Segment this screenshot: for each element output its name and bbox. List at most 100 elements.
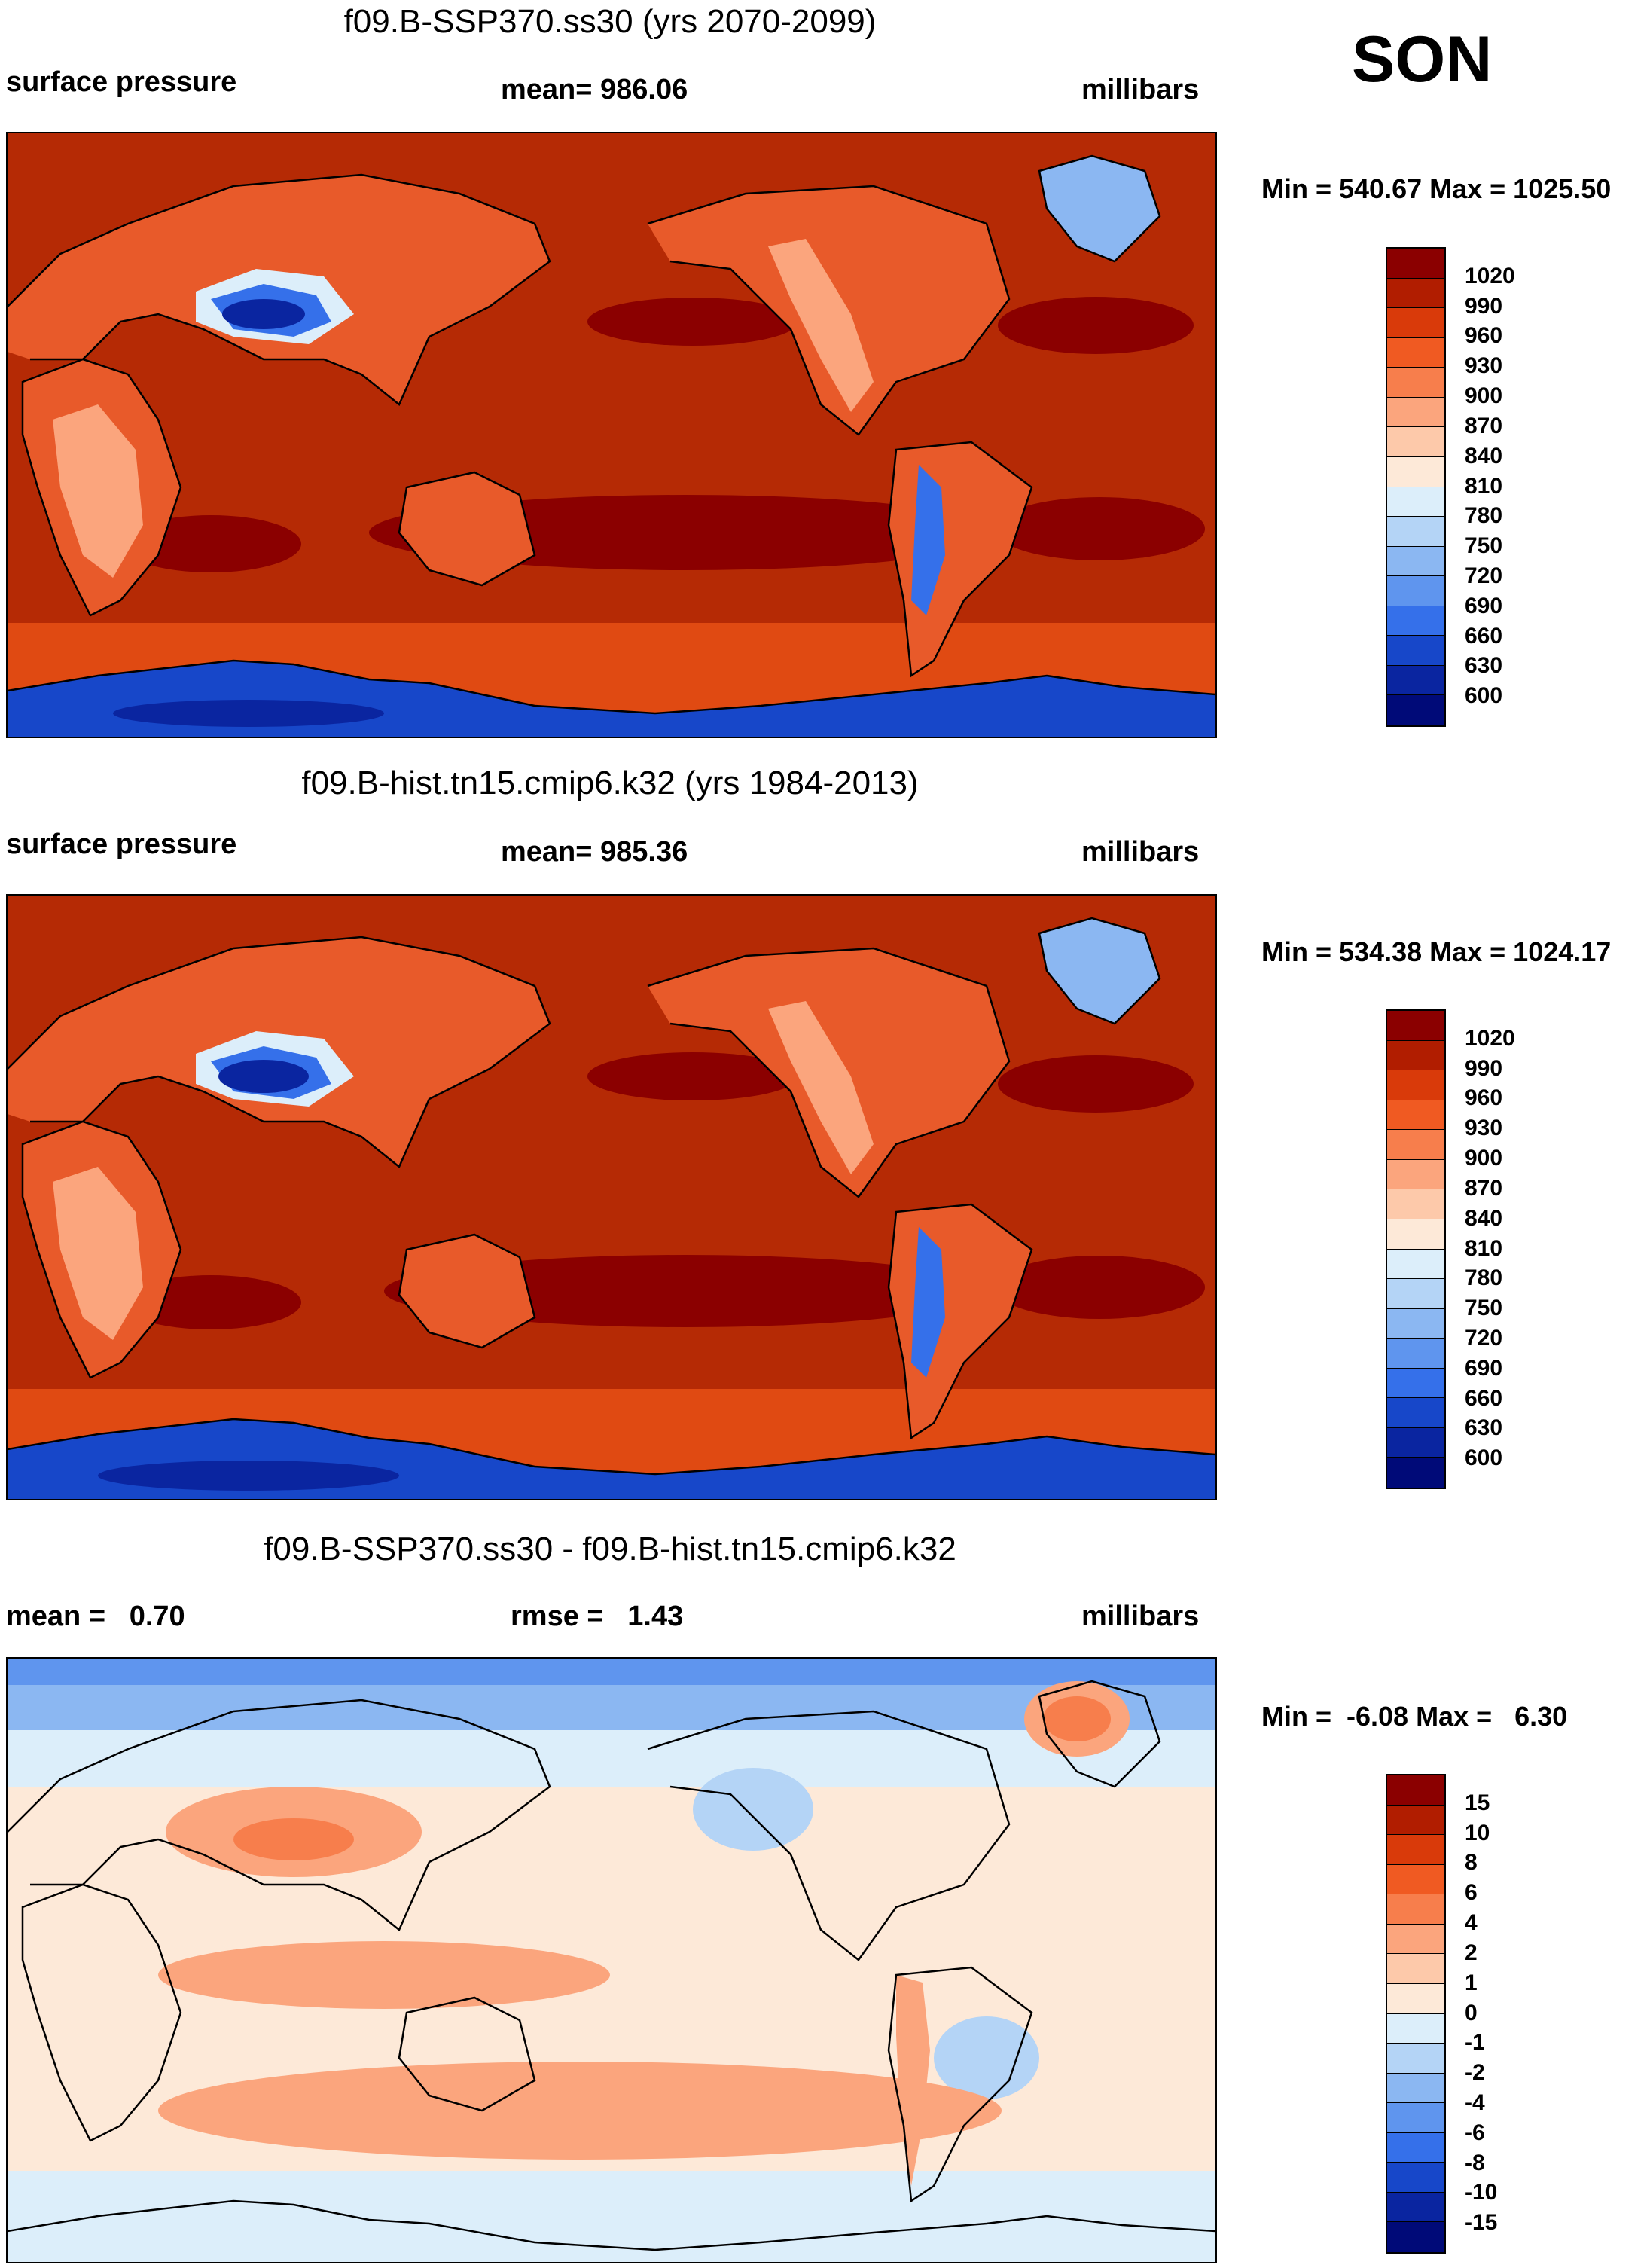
colorbar-box bbox=[1387, 546, 1444, 577]
colorbar-tick-label: 4 bbox=[1465, 1910, 1478, 1936]
colorbar-tick-label: -6 bbox=[1465, 2120, 1485, 2145]
colorbar-box bbox=[1387, 1864, 1444, 1895]
colorbar-box bbox=[1387, 2163, 1444, 2193]
colorbar-box bbox=[1387, 1040, 1444, 1071]
panel3-map-svg bbox=[8, 1659, 1215, 2262]
colorbar-tick-label: 6 bbox=[1465, 1880, 1478, 1906]
panel3-colorbar-ticks: 15 10 8 6 4 2 1 0 -1 -2 -4 -6 -8 -10 -15 bbox=[1465, 1774, 1555, 2254]
colorbar-box bbox=[1387, 2192, 1444, 2223]
panel1-title: f09.B-SSP370.ss30 (yrs 2070-2099) bbox=[343, 3, 877, 40]
colorbar-box bbox=[1387, 1130, 1444, 1160]
colorbar-tick-label: 960 bbox=[1465, 1085, 1503, 1111]
colorbar-box bbox=[1387, 1100, 1444, 1131]
australia-land bbox=[399, 1235, 535, 1348]
colorbar-box bbox=[1387, 308, 1444, 338]
antarctic-plateau-core bbox=[113, 700, 384, 727]
coastlines bbox=[8, 1680, 1215, 2251]
colorbar-tick-label: 600 bbox=[1465, 683, 1503, 709]
colorbar-tick-label: 990 bbox=[1465, 1055, 1503, 1081]
colorbar-tick-label: 0 bbox=[1465, 2000, 1478, 2025]
colorbar-tick-label: 720 bbox=[1465, 563, 1503, 588]
panel2-colorbar-ticks: 1020 990 960 930 900 870 840 810 780 750 720 690 660… bbox=[1465, 1009, 1555, 1489]
panel3-colorbar bbox=[1386, 1774, 1446, 2254]
diff-arctic-negative-core bbox=[8, 1659, 1215, 1685]
andes-plateau bbox=[911, 1227, 945, 1378]
north-atlantic-high bbox=[998, 297, 1194, 354]
greenland-ice bbox=[1039, 156, 1160, 261]
colorbar-tick-label: 720 bbox=[1465, 1325, 1503, 1351]
africa-highland bbox=[53, 404, 143, 578]
colorbar-box bbox=[1387, 1308, 1444, 1339]
colorbar-tick-label: 840 bbox=[1465, 443, 1503, 469]
panel2-field-label: surface pressure bbox=[6, 829, 237, 860]
colorbar-box bbox=[1387, 1219, 1444, 1250]
panel2-mean-label: mean= 985.36 bbox=[501, 836, 688, 868]
colorbar-tick-label: 2 bbox=[1465, 1940, 1478, 1965]
colorbar-tick-label: 600 bbox=[1465, 1445, 1503, 1471]
colorbar-box bbox=[1387, 249, 1444, 279]
colorbar-tick-label: 630 bbox=[1465, 653, 1503, 679]
colorbar-tick-label: 930 bbox=[1465, 1116, 1503, 1141]
colorbar-tick-label: 10 bbox=[1465, 1820, 1490, 1845]
colorbar-box bbox=[1387, 1279, 1444, 1309]
colorbar-box bbox=[1387, 1189, 1444, 1219]
north-pacific-high bbox=[587, 1052, 798, 1100]
panel2-map-svg bbox=[8, 896, 1215, 1499]
panel1-map-svg bbox=[8, 133, 1215, 737]
colorbar-box bbox=[1387, 1954, 1444, 1984]
colorbar-tick-label: 690 bbox=[1465, 1355, 1503, 1381]
panel1-colorbar bbox=[1386, 247, 1446, 727]
colorbar-box bbox=[1387, 1368, 1444, 1399]
colorbar-tick-label: -10 bbox=[1465, 2180, 1498, 2205]
colorbar-box bbox=[1387, 1775, 1444, 1806]
colorbar-tick-label: 900 bbox=[1465, 1146, 1503, 1171]
diff-tropical-positive bbox=[158, 1941, 610, 2009]
colorbar-tick-label: -15 bbox=[1465, 2210, 1498, 2236]
colorbar-tick-label: 690 bbox=[1465, 593, 1503, 618]
andes-plateau bbox=[911, 465, 945, 615]
colorbar-tick-label: 1020 bbox=[1465, 263, 1515, 288]
colorbar-box bbox=[1387, 1249, 1444, 1280]
diff-south-negative-band bbox=[8, 2171, 1215, 2262]
colorbar-tick-label: 810 bbox=[1465, 1235, 1503, 1261]
colorbar-tick-label: -8 bbox=[1465, 2150, 1485, 2175]
colorbar-box bbox=[1387, 1070, 1444, 1100]
colorbar-box bbox=[1387, 487, 1444, 517]
colorbar-box bbox=[1387, 1398, 1444, 1428]
colorbar-box bbox=[1387, 636, 1444, 666]
panel2-minmax: Min = 534.38 Max = 1024.17 bbox=[1261, 936, 1612, 967]
colorbar-box bbox=[1387, 456, 1444, 487]
greenland-ice bbox=[1039, 918, 1160, 1024]
panel3-map bbox=[6, 1657, 1217, 2263]
panel3-mean-label: mean = 0.70 bbox=[6, 1601, 185, 1632]
colorbar-tick-label: 780 bbox=[1465, 1265, 1503, 1291]
coastlines bbox=[8, 154, 1215, 715]
north-atlantic-high bbox=[998, 1055, 1194, 1113]
diff-greenland-positive-core bbox=[1043, 1696, 1111, 1741]
rockies-highland bbox=[768, 1001, 874, 1174]
colorbar-tick-label: 660 bbox=[1465, 1385, 1503, 1411]
colorbar-tick-label: 810 bbox=[1465, 473, 1503, 499]
colorbar-box bbox=[1387, 2132, 1444, 2163]
colorbar-box bbox=[1387, 1894, 1444, 1925]
tibetan-plateau-core bbox=[218, 1060, 309, 1093]
panel3-units-label: millibars bbox=[1081, 1601, 1200, 1632]
panel2-colorbar bbox=[1386, 1009, 1446, 1489]
panel1-field-label: surface pressure bbox=[6, 66, 237, 98]
panel2-map bbox=[6, 894, 1217, 1500]
panel1-mean-label: mean= 986.06 bbox=[501, 74, 688, 105]
diff-southern-midlat-positive bbox=[158, 2062, 1002, 2160]
colorbar-box bbox=[1387, 337, 1444, 368]
colorbar-tick-label: 1020 bbox=[1465, 1025, 1515, 1051]
colorbar-tick-label: -2 bbox=[1465, 2060, 1485, 2086]
coastlines bbox=[8, 917, 1215, 1476]
season-label: SON bbox=[1352, 23, 1493, 96]
south-atlantic-high bbox=[994, 497, 1205, 560]
colorbar-box bbox=[1387, 1427, 1444, 1458]
antarctic-plateau-core bbox=[98, 1461, 399, 1491]
tibetan-plateau-core bbox=[222, 299, 305, 329]
colorbar-tick-label: -4 bbox=[1465, 2089, 1485, 2115]
colorbar-tick-label: 750 bbox=[1465, 1296, 1503, 1321]
colorbar-box bbox=[1387, 665, 1444, 696]
panel2-units-label: millibars bbox=[1081, 836, 1200, 868]
